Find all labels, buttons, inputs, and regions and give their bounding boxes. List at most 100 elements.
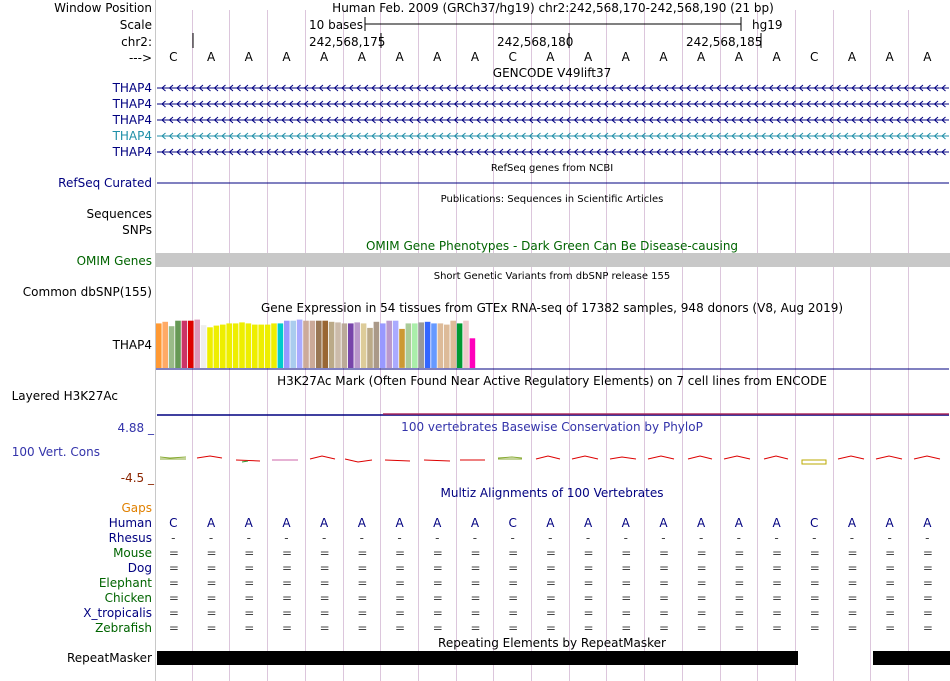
gtex-tissue-bar[interactable]: [367, 327, 373, 368]
gtex-tissue-bar[interactable]: [450, 320, 456, 368]
gtex-tissue-bar[interactable]: [207, 327, 213, 368]
multiz-track-title[interactable]: Multiz Alignments of 100 Vertebrates: [440, 486, 664, 500]
publications-track-title[interactable]: Publications: Sequences in Scientific Ar…: [440, 194, 664, 205]
multiz-species-label[interactable]: Human: [108, 516, 152, 530]
gtex-tissue-bar[interactable]: [354, 322, 360, 368]
gtex-tissue-bar[interactable]: [303, 320, 309, 368]
multiz-species-label[interactable]: Elephant: [98, 576, 152, 590]
h3k27ac-track-label[interactable]: Layered H3K27Ac: [11, 389, 118, 403]
gencode-transcript-label[interactable]: THAP4: [112, 81, 152, 95]
alignment-base: =: [395, 621, 406, 635]
gtex-tissue-bar[interactable]: [418, 322, 424, 368]
omim-track-label[interactable]: OMIM Genes: [76, 254, 152, 268]
phylop-track-label[interactable]: 100 Vert. Cons: [11, 445, 100, 459]
gtex-tissue-bar[interactable]: [290, 320, 296, 368]
dbsnp-track-label[interactable]: Common dbSNP(155): [22, 285, 152, 299]
gtex-tissue-bar[interactable]: [444, 324, 450, 369]
gencode-transcript-line[interactable]: [157, 100, 949, 108]
gtex-tissue-bar[interactable]: [232, 323, 239, 368]
refseq-track-title[interactable]: RefSeq genes from NCBI: [490, 163, 614, 174]
gtex-tissue-bar[interactable]: [424, 321, 431, 368]
gtex-tissue-bar[interactable]: [194, 319, 200, 368]
multiz-species-label[interactable]: Mouse: [113, 546, 152, 560]
phylop-track-title[interactable]: 100 vertebrates Basewise Conservation by…: [401, 420, 703, 434]
snps-track-label[interactable]: SNPs: [122, 223, 152, 237]
alignment-base: =: [583, 561, 594, 575]
gtex-tissue-bar[interactable]: [328, 321, 335, 368]
gtex-tissue-bar[interactable]: [258, 324, 264, 369]
gtex-tissue-bar[interactable]: [463, 320, 469, 368]
multiz-species-label[interactable]: Zebrafish: [95, 621, 152, 635]
gencode-transcript-label[interactable]: THAP4: [112, 129, 152, 143]
repeatmasker-track-label[interactable]: RepeatMasker: [66, 651, 152, 665]
omim-track-title[interactable]: OMIM Gene Phenotypes - Dark Green Can Be…: [365, 239, 739, 253]
refseq-track-label[interactable]: RefSeq Curated: [58, 176, 152, 190]
gtex-tissue-bar[interactable]: [168, 326, 175, 368]
gtex-tissue-bar[interactable]: [322, 320, 328, 368]
gtex-tissue-bar[interactable]: [213, 325, 220, 368]
gtex-tissue-bar[interactable]: [245, 323, 252, 368]
publications-track-label[interactable]: Sequences: [86, 207, 152, 221]
gtex-tissue-bar[interactable]: [296, 319, 303, 368]
gtex-tissue-bar[interactable]: [399, 328, 405, 368]
gtex-tissue-bar[interactable]: [360, 323, 367, 368]
gtex-track-title[interactable]: Gene Expression in 54 tissues from GTEx …: [260, 301, 844, 315]
gtex-tissue-bar[interactable]: [284, 320, 290, 368]
gtex-tissue-bar[interactable]: [162, 321, 168, 368]
gtex-tissue-bar[interactable]: [181, 320, 188, 368]
gencode-transcript-line[interactable]: [157, 84, 949, 92]
gtex-tissue-bar[interactable]: [380, 323, 386, 368]
gtex-tissue-bar[interactable]: [405, 323, 412, 368]
multiz-species-label[interactable]: Chicken: [104, 591, 152, 605]
gtex-tissue-bar[interactable]: [239, 322, 245, 368]
gtex-tissue-bar[interactable]: [412, 323, 418, 368]
gtex-tissue-bar[interactable]: [277, 323, 284, 368]
gtex-tissue-bar[interactable]: [437, 323, 444, 368]
gtex-tissue-bar[interactable]: [335, 322, 341, 368]
gtex-tissue-bar[interactable]: [175, 320, 181, 368]
alignment-base: =: [922, 621, 933, 635]
repeatmasker-track-title[interactable]: Repeating Elements by RepeatMasker: [438, 636, 666, 650]
gtex-tissue-bar[interactable]: [220, 324, 226, 369]
gtex-tissue-bar[interactable]: [341, 323, 348, 368]
gtex-tissue-bar[interactable]: [373, 321, 380, 368]
multiz-species-label[interactable]: X_tropicalis: [83, 606, 152, 620]
gtex-tissue-bar[interactable]: [200, 325, 207, 368]
gencode-transcript-label[interactable]: THAP4: [112, 145, 152, 159]
gtex-tissue-bar[interactable]: [392, 320, 399, 368]
gtex-tissue-bar[interactable]: [348, 323, 354, 368]
gtex-gene-label[interactable]: THAP4: [112, 338, 152, 352]
gencode-transcript-line[interactable]: [157, 116, 949, 124]
base-letter: A: [885, 50, 894, 64]
dbsnp-track-title[interactable]: Short Genetic Variants from dbSNP releas…: [433, 271, 671, 282]
multiz-species-label[interactable]: Rhesus: [108, 531, 152, 545]
gencode-transcript-line[interactable]: [157, 148, 949, 156]
gtex-tissue-bar[interactable]: [316, 320, 322, 368]
gtex-tissue-bar[interactable]: [469, 338, 476, 368]
gtex-tissue-bar[interactable]: [156, 323, 162, 368]
gtex-tissue-bar[interactable]: [456, 323, 463, 368]
alignment-base: =: [168, 576, 179, 590]
gtex-tissue-bar[interactable]: [252, 324, 258, 369]
gtex-tissue-bar[interactable]: [431, 323, 437, 368]
multiz-species-label[interactable]: Dog: [127, 561, 152, 575]
gencode-transcript-label[interactable]: THAP4: [112, 97, 152, 111]
h3k27ac-track-title[interactable]: H3K27Ac Mark (Often Found Near Active Re…: [277, 374, 827, 388]
gencode-transcript-label[interactable]: THAP4: [112, 113, 152, 127]
gencode-transcript-line[interactable]: [157, 132, 949, 140]
gtex-tissue-bar[interactable]: [188, 320, 194, 368]
gtex-tissue-bar[interactable]: [309, 320, 316, 368]
gtex-tissue-bar[interactable]: [271, 323, 277, 368]
gencode-track-title[interactable]: GENCODE V49lift37: [492, 66, 612, 80]
gtex-tissue-bar[interactable]: [386, 320, 392, 368]
gtex-tissue-bar[interactable]: [226, 323, 232, 368]
gtex-tissue-bar[interactable]: [264, 324, 271, 369]
